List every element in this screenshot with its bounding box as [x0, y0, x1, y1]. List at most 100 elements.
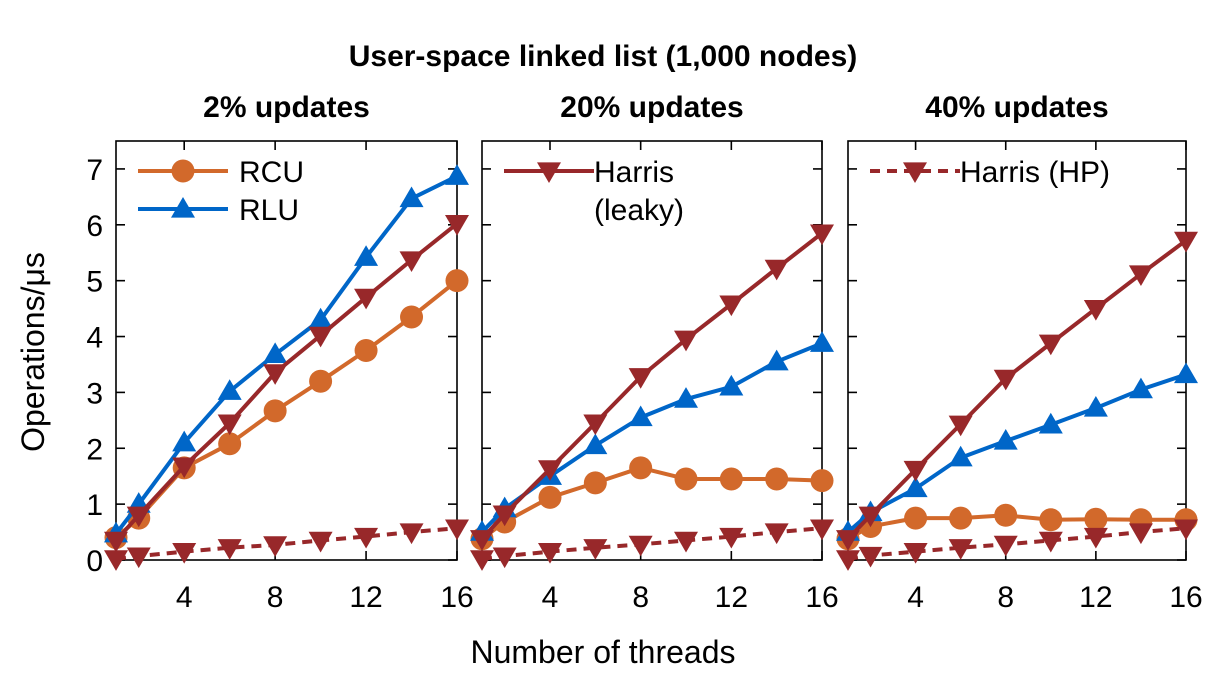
data-point: [764, 259, 789, 281]
x-tick-label: 8: [632, 581, 649, 614]
data-point: [218, 432, 242, 456]
panel-subtitle: 20% updates: [560, 91, 743, 124]
data-point: [583, 414, 608, 436]
data-point: [308, 531, 333, 553]
data-point: [445, 269, 469, 293]
data-point: [1128, 377, 1153, 399]
x-tick-label: 12: [1079, 581, 1112, 614]
x-tick-label: 8: [267, 581, 284, 614]
x-tick-label: 16: [1169, 581, 1202, 614]
data-point: [1128, 265, 1153, 286]
data-point: [492, 547, 517, 569]
panel-subtitle: 2% updates: [203, 91, 370, 124]
x-tick-label: 4: [907, 581, 924, 614]
panel-subtitle: 40% updates: [925, 91, 1108, 124]
x-tick-label: 12: [349, 581, 382, 614]
data-point: [470, 530, 494, 551]
data-point: [948, 415, 973, 437]
data-point: [993, 535, 1018, 557]
data-point: [308, 326, 333, 348]
data-point: [858, 506, 883, 528]
x-tick-label: 4: [542, 581, 559, 614]
series-harris-leaky: [470, 224, 834, 551]
data-point: [994, 503, 1018, 527]
data-point: [810, 469, 834, 493]
data-point: [217, 414, 242, 436]
data-point: [836, 550, 860, 571]
data-point: [538, 460, 562, 481]
legend: RCU RLU: [138, 156, 304, 227]
legend: Harris (leaky): [504, 156, 684, 227]
data-point: [810, 519, 834, 541]
data-point: [904, 506, 928, 530]
data-point: [1083, 527, 1108, 549]
data-point: [354, 288, 379, 310]
data-point: [674, 467, 698, 491]
data-point: [629, 456, 653, 480]
data-point: [1038, 412, 1063, 434]
legend-label: RCU: [239, 156, 304, 189]
data-point: [810, 224, 834, 246]
data-point: [719, 527, 744, 549]
legend-label: Harris: [594, 156, 674, 189]
data-point: [1083, 299, 1108, 321]
data-point: [263, 399, 287, 423]
data-point: [538, 485, 562, 509]
plot-frame: [115, 140, 458, 561]
legend-label: Harris (HP): [960, 156, 1110, 189]
data-point: [903, 460, 928, 482]
legend-label: RLU: [239, 194, 299, 227]
data-point: [628, 535, 653, 557]
legend-label: (leaky): [594, 194, 684, 227]
data-point: [1039, 508, 1063, 532]
data-point: [399, 186, 424, 208]
y-tick-label: 0: [86, 545, 103, 578]
data-point: [628, 405, 653, 427]
data-point: [719, 467, 743, 491]
data-point: [674, 387, 698, 408]
data-point: [104, 531, 128, 553]
data-point: [217, 539, 242, 560]
data-point: [445, 215, 469, 236]
series-line: [480, 341, 823, 534]
series-harris-leaky: [836, 231, 1198, 551]
y-tick-label: 4: [86, 322, 103, 355]
data-point: [903, 542, 928, 564]
data-point: [993, 369, 1018, 391]
y-axis-label: Operations/μs: [15, 252, 51, 452]
legend-marker: [537, 162, 561, 183]
data-point: [172, 457, 197, 479]
data-point: [1128, 523, 1153, 545]
y-tick-label: 5: [86, 266, 103, 299]
data-point: [903, 476, 928, 498]
data-point: [445, 519, 469, 541]
series-harris-hp: [104, 519, 469, 571]
data-point: [104, 550, 128, 571]
data-point: [470, 550, 494, 571]
data-point: [263, 364, 288, 385]
legend: Harris (HP): [870, 156, 1110, 189]
chart-title: User-space linked list (1,000 nodes): [349, 40, 858, 73]
data-point: [263, 536, 288, 557]
data-point: [126, 547, 151, 569]
data-point: [764, 349, 789, 371]
data-point: [400, 305, 424, 329]
series-line: [114, 222, 459, 542]
data-point: [172, 430, 197, 452]
data-point: [126, 506, 151, 528]
y-tick-label: 2: [86, 433, 103, 466]
data-point: [1038, 531, 1063, 553]
legend-marker: [903, 162, 927, 183]
series-harris-hp: [836, 519, 1198, 571]
legend-marker: [171, 159, 195, 183]
y-tick-label: 1: [86, 489, 103, 522]
data-point: [764, 523, 789, 545]
y-tick-label: 6: [86, 210, 103, 243]
series-harris-leaky: [104, 215, 469, 553]
data-point: [445, 164, 469, 185]
data-point: [1038, 334, 1063, 356]
data-point: [399, 523, 424, 545]
x-tick-label: 8: [997, 581, 1014, 614]
